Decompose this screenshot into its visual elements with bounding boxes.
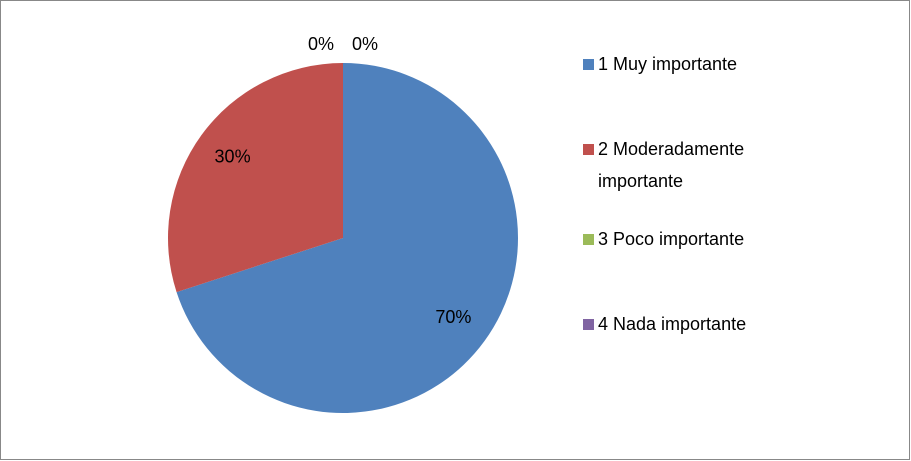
data-label: 0% xyxy=(352,34,378,54)
legend-item: 1 Muy importante xyxy=(583,48,813,80)
legend-swatch xyxy=(583,144,594,155)
legend-swatch xyxy=(583,59,594,70)
legend-swatch xyxy=(583,319,594,330)
legend-label: 1 Muy importante xyxy=(598,54,738,74)
data-label: 70% xyxy=(435,307,471,327)
legend-item: 3 Poco importante xyxy=(583,223,813,255)
data-label: 0% xyxy=(308,34,334,54)
legend-label: 3 Poco importante xyxy=(598,229,745,249)
legend-swatch xyxy=(583,234,594,245)
pie-slice xyxy=(168,63,343,293)
legend-item: 4 Nada importante xyxy=(583,308,813,340)
data-label: 30% xyxy=(215,147,251,167)
legend-item: 2 Moderadamente importante xyxy=(583,133,813,197)
pie-slice xyxy=(176,63,518,414)
legend-label: 4 Nada importante xyxy=(598,314,747,334)
legend-label: 2 Moderadamente importante xyxy=(598,139,745,191)
